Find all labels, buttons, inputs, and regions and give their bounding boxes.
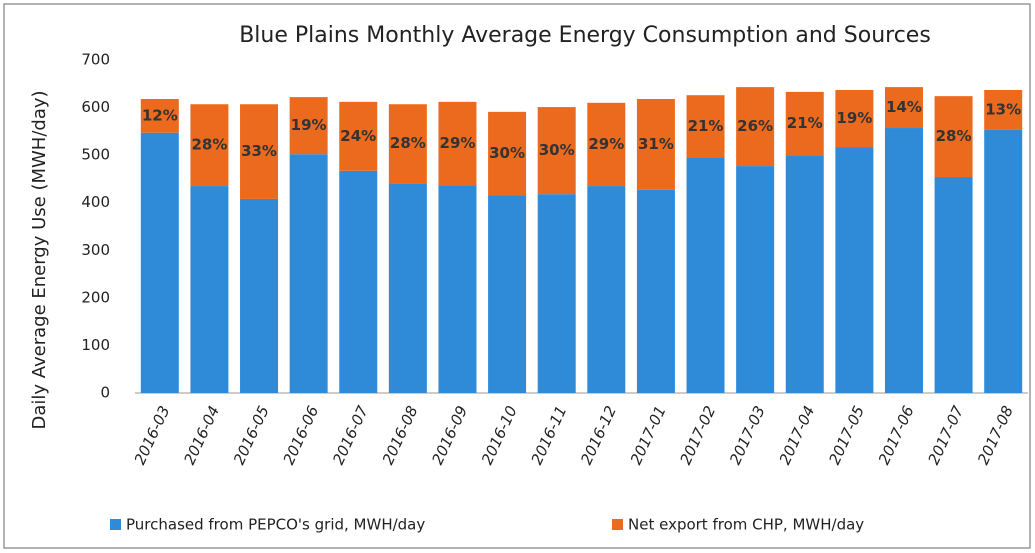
bar-segment	[190, 186, 229, 393]
bar-segment	[140, 99, 179, 133]
y-tick-label: 0	[100, 384, 110, 402]
bar-segment	[884, 128, 923, 393]
chart-title: Blue Plains Monthly Average Energy Consu…	[239, 23, 931, 48]
bar-segment	[984, 129, 1023, 393]
y-axis-label: Daily Average Energy Use (MWH/day)	[29, 90, 50, 429]
share-label: 14%	[886, 98, 922, 116]
y-tick-label: 300	[81, 241, 110, 259]
share-label: 12%	[142, 106, 178, 124]
bar-segment	[587, 186, 626, 393]
bar-segment	[835, 147, 874, 393]
share-label: 28%	[390, 134, 426, 152]
bar-segment	[835, 89, 874, 148]
y-tick-label: 400	[81, 193, 110, 211]
share-label: 28%	[191, 136, 227, 154]
y-tick-label: 600	[81, 98, 110, 116]
bar-segment	[587, 102, 626, 187]
bar-segment	[140, 132, 179, 393]
share-label: 19%	[836, 109, 872, 127]
bar-segment	[736, 87, 775, 167]
share-label: 29%	[440, 134, 476, 152]
bar-segment	[984, 89, 1023, 130]
share-label: 24%	[340, 127, 376, 145]
bar-segment	[934, 177, 973, 393]
legend-swatch	[612, 519, 623, 530]
bar-segment	[289, 154, 328, 393]
bar-segment	[686, 157, 725, 393]
y-tick-label: 100	[81, 336, 110, 354]
y-tick-label: 700	[81, 51, 110, 69]
bar-segment	[785, 155, 824, 393]
legend-label: Net export from CHP, MWH/day	[628, 516, 864, 534]
bar-segment	[537, 107, 576, 195]
bar-segment	[289, 97, 328, 155]
bar-segment	[438, 185, 477, 393]
share-label: 28%	[936, 127, 972, 145]
share-label: 21%	[787, 114, 823, 132]
share-label: 21%	[688, 117, 724, 135]
legend-label: Purchased from PEPCO's grid, MWH/day	[126, 516, 425, 534]
bar-segment	[240, 104, 279, 199]
y-tick-label: 500	[81, 146, 110, 164]
share-label: 31%	[638, 135, 674, 153]
bar-segment	[388, 183, 427, 393]
share-label: 26%	[737, 117, 773, 135]
bar-segment	[686, 95, 725, 158]
bar-segment	[537, 194, 576, 393]
bar-segment	[339, 170, 378, 393]
bar-segment	[636, 189, 675, 393]
legend-swatch	[110, 519, 121, 530]
share-label: 30%	[539, 141, 575, 159]
share-label: 30%	[489, 144, 525, 162]
bar-segment	[488, 195, 527, 393]
share-label: 29%	[588, 135, 624, 153]
share-label: 33%	[241, 142, 277, 160]
bar-segment	[190, 104, 229, 187]
bar-segment	[438, 101, 477, 186]
bar-segment	[488, 111, 527, 196]
bar-segment	[636, 99, 675, 190]
bar-segment	[934, 96, 973, 178]
bar-segment	[339, 101, 378, 171]
bar-segment	[240, 198, 279, 393]
bar-segment	[736, 166, 775, 393]
bar-segment	[785, 91, 824, 156]
y-tick-label: 200	[81, 288, 110, 306]
bar-segment	[388, 104, 427, 184]
share-label: 13%	[985, 100, 1021, 118]
bar-segment	[884, 87, 923, 129]
share-label: 19%	[291, 116, 327, 134]
